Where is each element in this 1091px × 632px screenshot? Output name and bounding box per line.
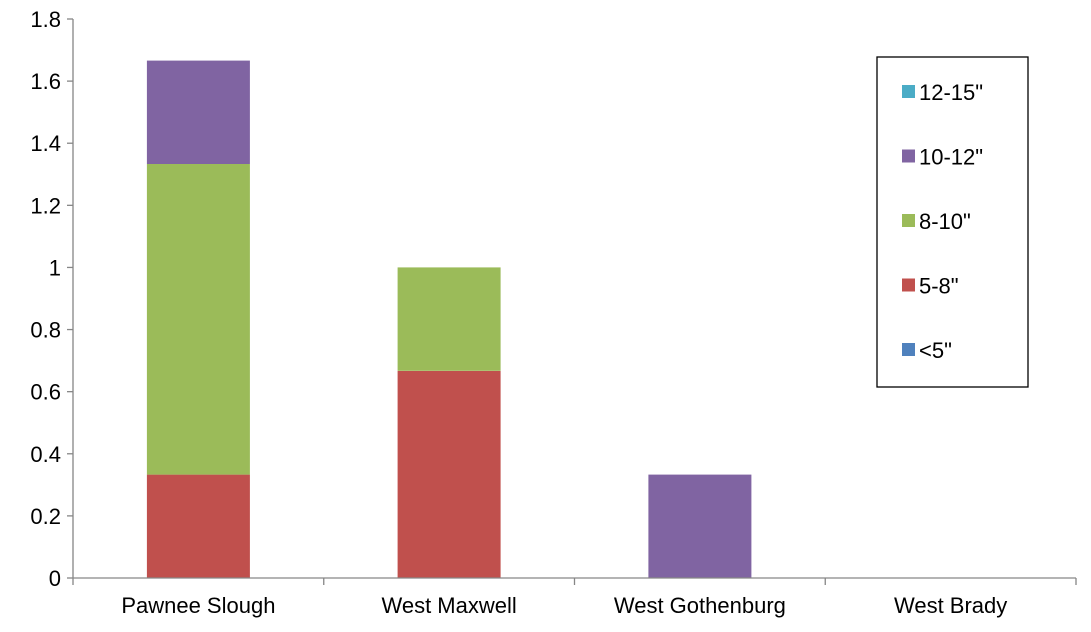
y-tick-label: 0.2 — [30, 504, 61, 529]
legend-swatch-12-15 — [902, 85, 915, 98]
legend-label-5: <5" — [919, 338, 952, 363]
y-tick-label: 1.2 — [30, 193, 61, 218]
y-tick-label: 1.6 — [30, 69, 61, 94]
legend-swatch-10-12 — [902, 149, 915, 163]
x-tick-label: West Brady — [894, 593, 1007, 618]
legend-swatch-5 — [902, 343, 915, 356]
x-tick-label: West Maxwell — [381, 593, 516, 618]
bar-pawnee-slough-8-10 — [146, 164, 250, 475]
x-tick-label: Pawnee Slough — [121, 593, 275, 618]
y-tick-label: 0 — [49, 566, 61, 591]
legend-label-10-12: 10-12" — [919, 145, 983, 170]
axes-layer: 0 0.2 0.4 0.6 0.8 1 1.2 1.4 1.6 1.8 Pawnee Slough W… — [30, 7, 1077, 618]
bar-west-maxwell-8-10 — [397, 267, 501, 371]
y-tick-label: 1 — [49, 255, 61, 280]
legend-label-5-8: 5-8" — [919, 274, 959, 299]
bar-west-maxwell-5-8 — [397, 370, 501, 578]
y-tick-label: 0.8 — [30, 318, 61, 343]
legend-label-12-15: 12-15" — [919, 80, 983, 105]
y-tick-label: 0.6 — [30, 380, 61, 405]
y-tick-label: 1.4 — [30, 131, 61, 156]
y-tick-label: 1.8 — [30, 7, 61, 32]
legend-swatch-5-8 — [902, 278, 915, 292]
bars-layer — [146, 60, 752, 578]
y-tick-label: 0.4 — [30, 442, 61, 467]
legend-label-8-10: 8-10" — [919, 209, 971, 234]
bar-pawnee-slough-10-12 — [146, 60, 250, 164]
legend-swatch-8-10 — [902, 214, 915, 227]
legend: 12-15" 10-12" 8-10" 5-8" <5" — [876, 56, 1029, 388]
bar-pawnee-slough-5-8 — [146, 474, 250, 578]
bar-west-gothenburg-10-12 — [648, 474, 752, 578]
x-tick-label: West Gothenburg — [614, 593, 786, 618]
